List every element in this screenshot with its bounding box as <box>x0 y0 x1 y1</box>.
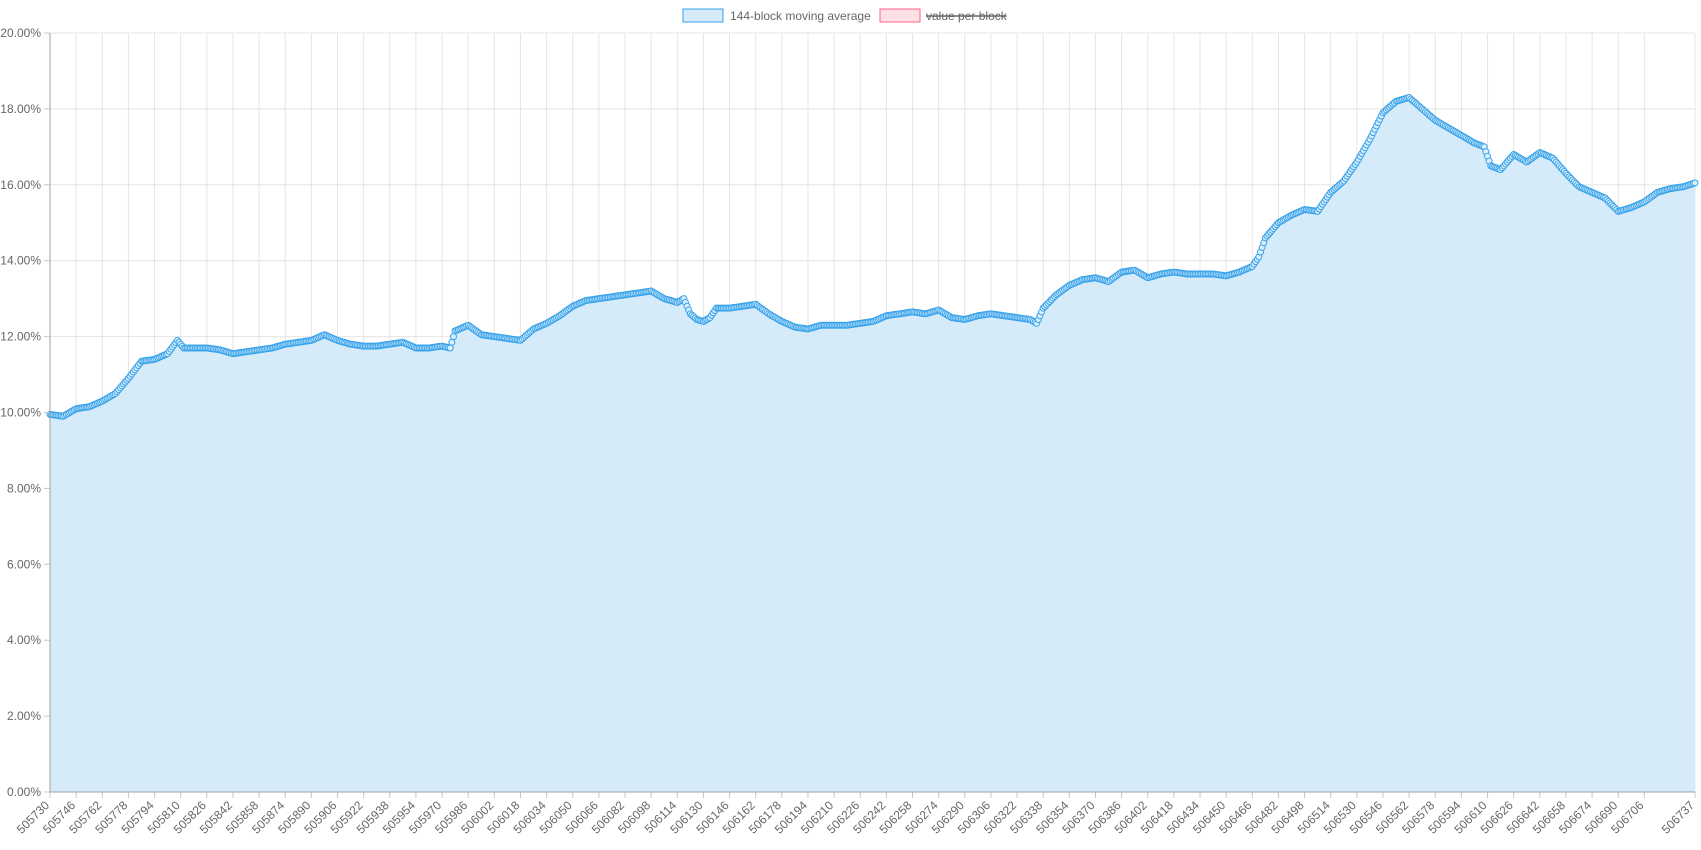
y-tick-label: 4.00% <box>7 633 41 647</box>
y-tick-label: 16.00% <box>0 178 41 192</box>
series-area-layer <box>49 96 1696 792</box>
legend-item-moving-average[interactable]: 144-block moving average <box>682 8 871 23</box>
data-point[interactable] <box>1691 179 1699 187</box>
y-tick-labels: 0.00% 2.00% 4.00% 6.00% 8.00% 10.00% 12.00% 14.… <box>0 26 41 799</box>
legend-item-value-per-block[interactable]: value per block <box>879 8 1008 23</box>
y-tick-label: 8.00% <box>7 481 41 495</box>
data-point[interactable] <box>449 333 457 341</box>
axes <box>44 32 1696 798</box>
y-tick-label: 0.00% <box>7 785 41 799</box>
y-tick-label: 10.00% <box>0 406 41 420</box>
y-tick-label: 2.00% <box>7 709 41 723</box>
legend-label-moving-average: 144-block moving average <box>730 9 871 23</box>
y-tick-label: 14.00% <box>0 254 41 268</box>
legend-swatch-value-per-block <box>879 8 921 23</box>
y-tick-label: 18.00% <box>0 102 41 116</box>
y-tick-label: 12.00% <box>0 330 41 344</box>
data-point[interactable] <box>446 344 454 352</box>
data-point[interactable] <box>448 338 456 346</box>
series-area-moving-average <box>50 97 1695 792</box>
series-points-layer <box>46 94 1699 420</box>
legend: 144-block moving average value per block <box>682 8 1008 23</box>
y-tick-label: 20.00% <box>0 26 41 40</box>
legend-swatch-moving-average <box>682 8 724 23</box>
x-tick-label: 506737 <box>1659 798 1697 836</box>
x-tick-labels: 5057305057465057625057785057945058105058… <box>14 798 1697 836</box>
y-tick-label: 6.00% <box>7 557 41 571</box>
